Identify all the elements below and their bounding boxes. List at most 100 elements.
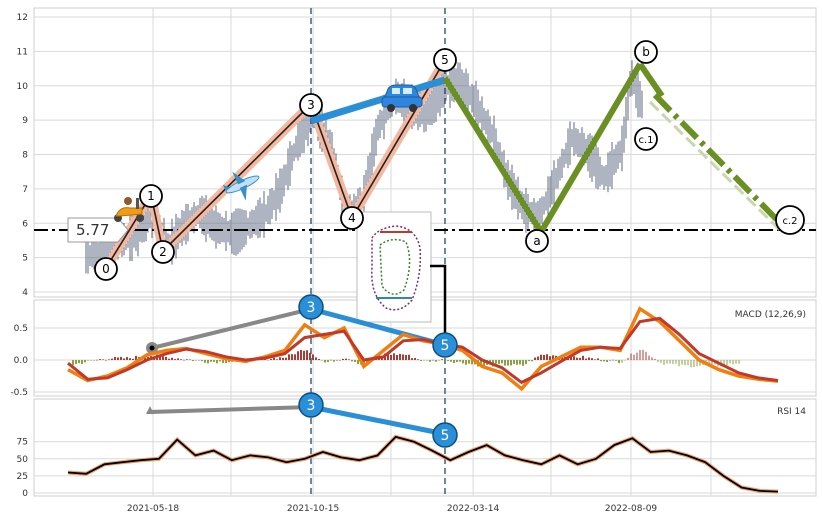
macd-histogram-bar bbox=[96, 359, 98, 361]
x-tick-label: 2022-03-14 bbox=[447, 504, 500, 514]
divergence-badge-label: 3 bbox=[307, 300, 316, 316]
macd-histogram-bar bbox=[117, 357, 119, 360]
divergence-badge-label: 3 bbox=[307, 398, 316, 414]
macd-histogram-bar bbox=[633, 354, 635, 360]
macd-histogram-bar bbox=[387, 354, 389, 360]
x-tick-label: 2021-10-15 bbox=[287, 504, 339, 514]
wave-label: 3 bbox=[307, 98, 315, 112]
wave-marker-b bbox=[634, 40, 658, 64]
macd-tick-label: 0.0 bbox=[14, 356, 29, 366]
macd-histogram-bar bbox=[624, 360, 626, 361]
price-tick-label: 6 bbox=[22, 219, 28, 229]
price-label: 5.77 bbox=[76, 221, 109, 239]
macd-histogram-bar bbox=[213, 360, 215, 362]
macd-histogram-bar bbox=[519, 360, 521, 365]
wave-marker-3 bbox=[299, 93, 323, 117]
macd-histogram-bar bbox=[414, 358, 416, 360]
macd-histogram-bar bbox=[672, 360, 674, 365]
macd-histogram-bar bbox=[516, 360, 518, 365]
wave-label: 0 bbox=[102, 262, 110, 276]
macd-histogram-bar bbox=[408, 354, 410, 360]
macd-histogram-bar bbox=[312, 354, 314, 360]
car-icon bbox=[381, 84, 423, 112]
macd-histogram-bar bbox=[222, 360, 224, 364]
macd-histogram-bar bbox=[276, 359, 278, 360]
macd-histogram-bar bbox=[225, 360, 227, 364]
divergence-badge-label: 5 bbox=[441, 338, 450, 354]
macd-histogram-bar bbox=[201, 360, 203, 362]
macd-histogram-bar bbox=[513, 360, 515, 364]
macd-histogram-bar bbox=[546, 354, 548, 360]
macd-histogram-bar bbox=[693, 360, 695, 367]
macd-histogram-bar bbox=[591, 358, 593, 360]
rsi-tick-label: 75 bbox=[17, 438, 28, 448]
divergence-badge-label: 5 bbox=[441, 428, 450, 444]
price-tick-label: 4 bbox=[22, 288, 28, 298]
macd-histogram-bar bbox=[291, 354, 293, 360]
macd-histogram-bar bbox=[663, 360, 665, 365]
macd-histogram-bar bbox=[471, 360, 473, 365]
macd-histogram-bar bbox=[444, 360, 446, 362]
wave-marker-c-1 bbox=[634, 127, 658, 151]
macd-histogram-bar bbox=[606, 360, 608, 363]
macd-histogram-bar bbox=[357, 360, 359, 365]
divergence-badge bbox=[432, 422, 458, 448]
x-tick-label: 2022-08-09 bbox=[605, 504, 658, 514]
macd-histogram-bar bbox=[711, 360, 713, 365]
macd-histogram-bar bbox=[228, 360, 230, 363]
macd-histogram-bar bbox=[123, 358, 125, 360]
price-callout: 5.77 bbox=[67, 217, 129, 243]
wave-label: 4 bbox=[348, 211, 356, 225]
macd-histogram-bar bbox=[108, 359, 110, 360]
price-tick-label: 12 bbox=[17, 13, 28, 23]
wave-label: 1 bbox=[147, 189, 155, 203]
macd-histogram-bar bbox=[72, 360, 74, 366]
wave-marker-2 bbox=[151, 240, 175, 264]
divergence-badge bbox=[298, 392, 324, 418]
macd-histogram-bar bbox=[438, 360, 440, 361]
macd-histogram-bar bbox=[597, 358, 599, 360]
macd-histogram-bar bbox=[603, 360, 605, 362]
rsi-line bbox=[67, 435, 779, 493]
macd-histogram-bar bbox=[285, 357, 287, 360]
macd-histogram-bar bbox=[612, 359, 614, 361]
macd-histogram-bar bbox=[522, 360, 524, 366]
macd-histogram-bar bbox=[456, 360, 458, 363]
macd-histogram-bar bbox=[168, 358, 170, 360]
macd-histogram-bar bbox=[726, 360, 728, 366]
macd-histogram-bar bbox=[729, 360, 731, 364]
macd-histogram-bar bbox=[504, 360, 506, 366]
macd-histogram-bar bbox=[447, 360, 449, 361]
macd-histogram-bar bbox=[399, 353, 401, 360]
macd-histogram-bar bbox=[102, 359, 104, 360]
price-tick-label: 8 bbox=[22, 151, 28, 161]
macd-histogram-bar bbox=[738, 360, 740, 364]
airplane-icon bbox=[222, 171, 260, 201]
macd-histogram-bar bbox=[300, 349, 302, 360]
macd-histogram-bar bbox=[483, 360, 485, 366]
macd-histogram-bar bbox=[441, 359, 443, 360]
macd-histogram-bar bbox=[732, 360, 734, 365]
macd-histogram-bar bbox=[204, 360, 206, 363]
rsi-tick-label: 0 bbox=[22, 489, 28, 499]
macd-histogram-bar bbox=[333, 360, 335, 362]
macd-histogram-bar bbox=[609, 359, 611, 361]
wave-label: 2 bbox=[159, 245, 167, 259]
rsi-divergence bbox=[149, 404, 446, 437]
divergence-badge bbox=[432, 332, 458, 358]
macd-histogram-bar bbox=[339, 359, 341, 361]
macd-histogram-bar bbox=[129, 358, 131, 360]
macd-histogram-bar bbox=[435, 360, 437, 362]
macd-histogram-bar bbox=[216, 360, 218, 364]
wave-label: c.2 bbox=[782, 216, 797, 227]
macd-histogram-bar bbox=[459, 360, 461, 362]
macd-histogram-bar bbox=[309, 352, 311, 360]
macd-histogram-bar bbox=[210, 360, 212, 362]
wave-label: a bbox=[533, 234, 540, 248]
macd-tick-label: 0.5 bbox=[14, 324, 28, 334]
macd-histogram-bar bbox=[318, 358, 320, 360]
macd-histogram-bar bbox=[402, 354, 404, 360]
macd-histogram-bar bbox=[303, 350, 305, 360]
macd-legend: MACD (12,26,9) bbox=[735, 310, 806, 320]
macd-histogram-bar bbox=[639, 349, 641, 360]
